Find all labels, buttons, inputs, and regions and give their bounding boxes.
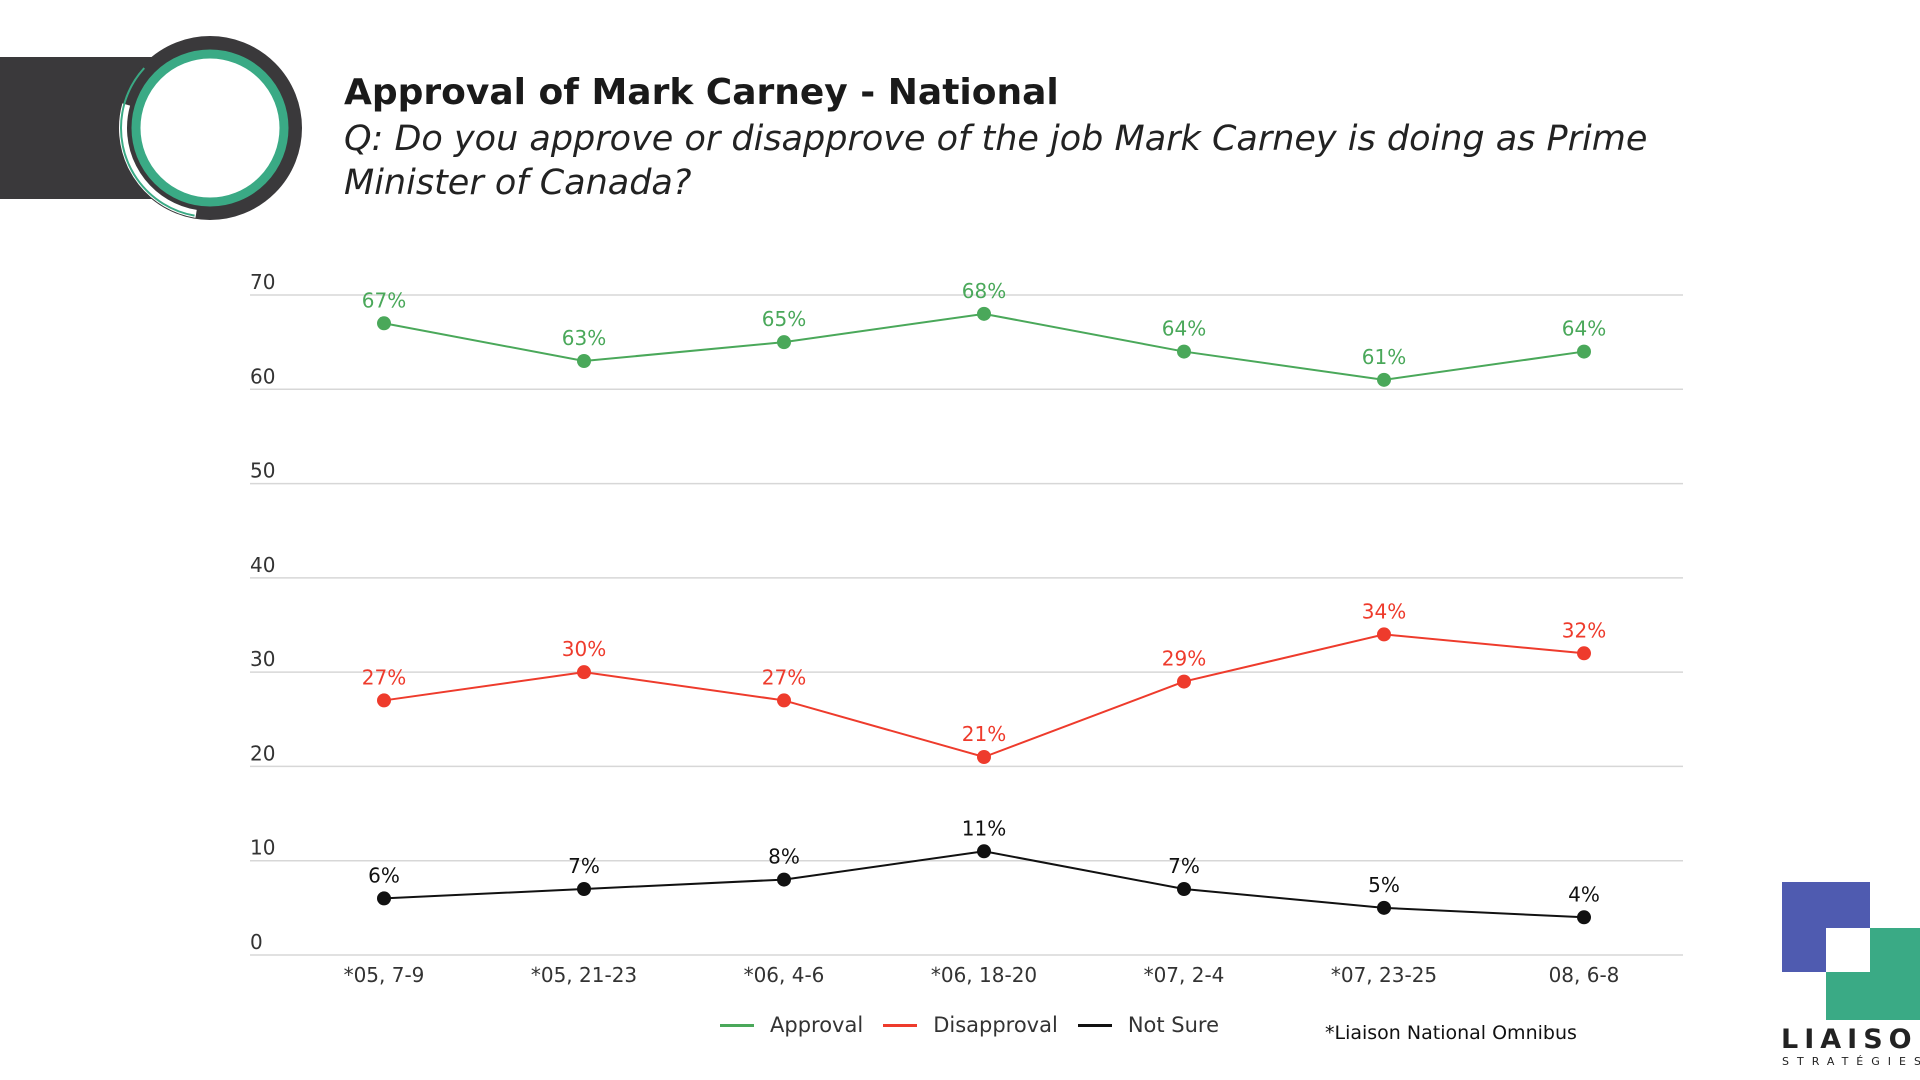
data-label-approval: 67%: [362, 288, 406, 312]
data-point-disapproval: [977, 750, 991, 764]
data-point-disapproval: [777, 693, 791, 708]
legend-label-approval: Approval: [770, 1013, 864, 1037]
data-point-approval: [1577, 344, 1591, 359]
data-label-disapproval: 34%: [1362, 599, 1406, 623]
y-axis-ticks: 0 10 20 30 40 50 60 70: [250, 270, 275, 954]
y-tick-label: 0: [250, 930, 263, 954]
data-label-disapproval: 32%: [1562, 618, 1606, 642]
data-label-approval: 64%: [1162, 317, 1206, 341]
data-label-not-sure: 5%: [1368, 873, 1400, 897]
x-tick-label: *07, 2-4: [1144, 963, 1225, 987]
data-point-not-sure: [977, 844, 991, 859]
series-not-sure: 6% 7% 8% 11% 7% 5% 4%: [368, 816, 1600, 925]
outer-ring: [118, 36, 302, 220]
line-chart: 0 10 20 30 40 50 60 70 *05, 7-9 *05, 21-23 *06, 4…: [250, 270, 1683, 987]
logo-subtitle: STRATÉGIES: [1782, 1055, 1920, 1068]
legend-swatch-disapproval: [883, 1023, 918, 1027]
y-tick-label: 60: [250, 364, 275, 388]
x-tick-label: *06, 18-20: [931, 963, 1037, 987]
data-point-approval: [977, 306, 991, 321]
data-label-not-sure: 7%: [568, 854, 600, 878]
data-point-disapproval: [577, 665, 591, 680]
data-point-not-sure: [377, 891, 391, 906]
data-label-not-sure: 8%: [768, 845, 800, 869]
data-label-approval: 63%: [562, 326, 606, 350]
legend-item-disapproval: Disapproval: [883, 1013, 1058, 1037]
data-point-approval: [577, 354, 591, 368]
data-point-approval: [1377, 372, 1391, 387]
data-label-disapproval: 21%: [962, 722, 1006, 746]
green-ring: [131, 49, 289, 207]
data-point-approval: [1177, 344, 1191, 359]
y-tick-label: 40: [250, 553, 275, 577]
data-point-not-sure: [1377, 900, 1391, 915]
source-footnote: *Liaison National Omnibus: [1325, 1022, 1577, 1044]
x-tick-label: 08, 6-8: [1549, 963, 1620, 987]
data-label-not-sure: 6%: [368, 863, 400, 887]
series-disapproval: 27% 30% 27% 21% 29% 34% 32%: [362, 599, 1606, 764]
data-point-disapproval: [1377, 627, 1391, 642]
ring-gap: [119, 37, 301, 219]
data-point-disapproval: [1577, 646, 1591, 661]
data-label-not-sure: 4%: [1568, 882, 1600, 906]
x-tick-label: *05, 21-23: [531, 963, 637, 987]
data-label-not-sure: 7%: [1168, 854, 1200, 878]
survey-question: Q: Do you approve or disapprove of the j…: [344, 119, 1648, 203]
grid-lines: [250, 294, 1683, 956]
data-label-approval: 61%: [1362, 345, 1406, 369]
legend-swatch-not-sure: [1077, 1023, 1112, 1027]
ring-inner-fill: [133, 51, 287, 205]
data-point-not-sure: [1577, 910, 1591, 925]
data-point-not-sure: [577, 882, 591, 896]
page-title: Approval of Mark Carney - National: [344, 72, 1059, 113]
x-tick-label: *06, 4-6: [744, 963, 825, 987]
data-point-approval: [377, 316, 391, 331]
data-point-disapproval: [377, 693, 391, 708]
data-point-disapproval: [1177, 674, 1191, 689]
y-tick-label: 70: [250, 270, 275, 294]
data-point-approval: [777, 335, 791, 350]
y-tick-label: 20: [250, 741, 275, 765]
data-point-not-sure: [777, 872, 791, 887]
y-tick-label: 10: [250, 836, 275, 860]
data-label-disapproval: 29%: [1162, 647, 1206, 671]
x-tick-label: *05, 7-9: [344, 963, 425, 987]
series-group: 67% 63% 65% 68% 64% 61% 64% 27% 30% 27% 21% 29% 34% 3…: [362, 279, 1606, 925]
chart-legend: Approval Disapproval Not Sure: [720, 1013, 1239, 1037]
legend-label-disapproval: Disapproval: [933, 1013, 1058, 1037]
data-label-disapproval: 27%: [362, 665, 406, 689]
series-approval: 67% 63% 65% 68% 64% 61% 64%: [362, 279, 1606, 387]
legend-label-not-sure: Not Sure: [1127, 1013, 1220, 1037]
data-point-not-sure: [1177, 882, 1191, 896]
liaison-logo: [1782, 882, 1920, 1020]
x-axis-ticks: *05, 7-9 *05, 21-23 *06, 4-6 *06, 18-20 *07,…: [344, 963, 1620, 987]
legend-item-approval: Approval: [720, 1013, 863, 1037]
logo-white-notch: [1826, 928, 1870, 972]
legend-item-not-sure: Not Sure: [1077, 1013, 1220, 1037]
header-decoration: [0, 36, 302, 220]
y-tick-label: 50: [250, 459, 275, 483]
data-label-approval: 65%: [762, 307, 806, 331]
data-label-approval: 64%: [1562, 317, 1606, 341]
data-label-disapproval: 27%: [762, 665, 806, 689]
logo-wordmark: LIAISON: [1781, 1024, 1920, 1055]
x-tick-label: *07, 23-25: [1331, 963, 1437, 987]
data-label-not-sure: 11%: [962, 816, 1006, 840]
y-tick-label: 30: [250, 647, 275, 671]
legend-swatch-approval: [720, 1023, 754, 1027]
data-label-approval: 68%: [962, 279, 1006, 303]
data-label-disapproval: 30%: [562, 637, 606, 661]
